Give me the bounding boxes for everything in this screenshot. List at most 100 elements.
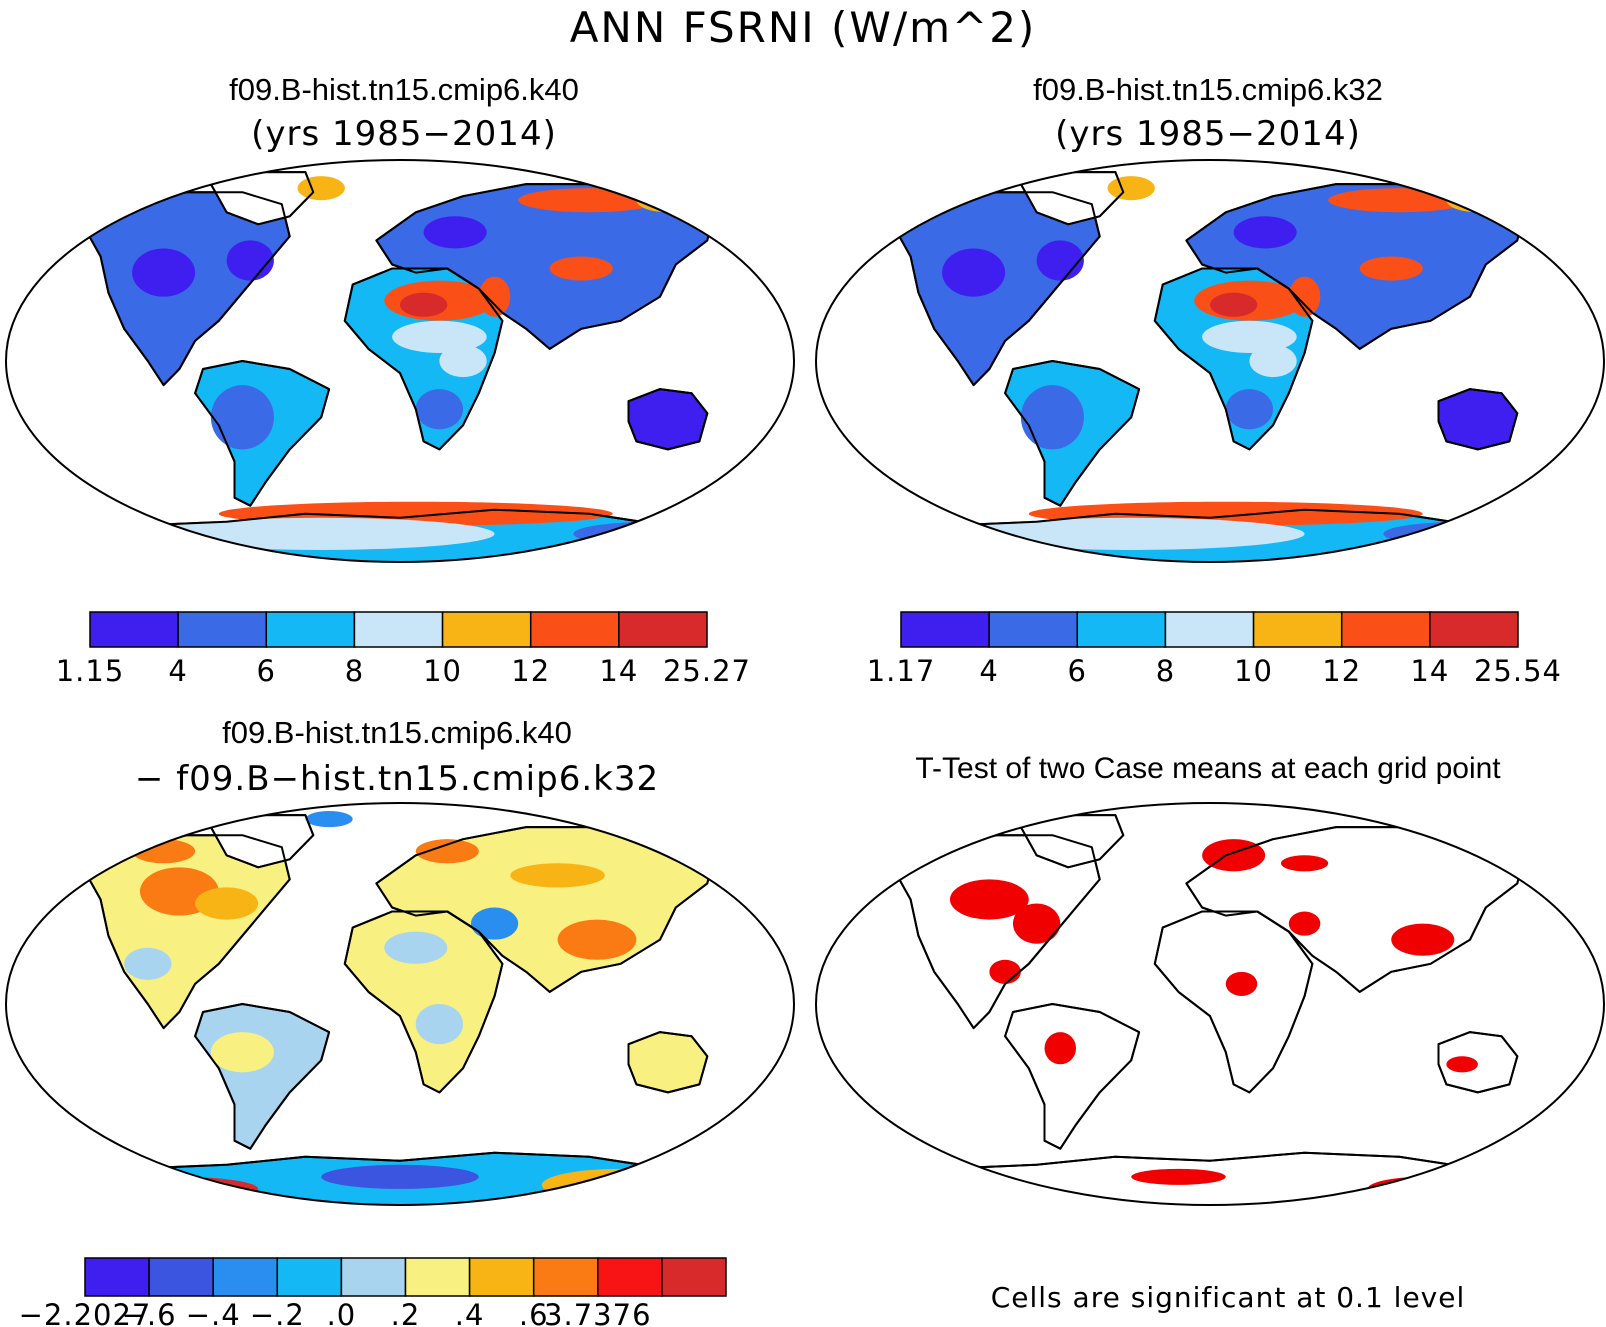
colorbar-1-tick-label: 25.54: [1474, 654, 1562, 688]
coastline-africa: [343, 910, 504, 1094]
field-patch: [321, 1164, 479, 1189]
colorbar-1-tick-label: 12: [1322, 654, 1361, 688]
colorbar-2-swatch: [340, 1257, 407, 1297]
coastline-antarctica: [854, 1151, 1566, 1205]
colorbar-1-swatch: [1429, 611, 1519, 648]
field-patch: [541, 1168, 700, 1201]
colorbar-0-tick-label: 8: [345, 654, 364, 688]
field-patch: [573, 521, 731, 546]
colorbar-2-swatch: [212, 1257, 279, 1297]
field-patch: [415, 389, 464, 430]
field-patch: [1013, 903, 1061, 944]
colorbar-2-swatch: [661, 1257, 727, 1297]
field-patch: [124, 947, 172, 980]
colorbar-2-swatch: [468, 1257, 535, 1297]
map-difference-border: [5, 802, 795, 1206]
coastline-southAmerica: [194, 1003, 331, 1150]
colorbar-0-tick-label: 1.15: [56, 654, 125, 688]
colorbar-0-swatch: [353, 611, 444, 648]
coastline-southAmerica: [1004, 1003, 1141, 1150]
field-patch: [1210, 292, 1258, 317]
field-patch: [1446, 1056, 1478, 1073]
colorbar-2-tick-label: −.6: [122, 1298, 177, 1327]
field-patch: [305, 811, 353, 828]
colorbar-0-tick-label: 6: [257, 654, 276, 688]
colorbar-2-swatch: [597, 1257, 663, 1297]
colorbar-0-tick-label: 4: [168, 654, 187, 688]
colorbar-1-swatch: [1164, 611, 1255, 648]
coastline-australia: [627, 388, 709, 451]
panel1-title: f09.B-hist.tn15.cmip6.k40: [229, 72, 579, 107]
colorbar-1-tick-label: 6: [1068, 654, 1087, 688]
field-patch: [549, 256, 613, 281]
colorbar-0-tick-label: 25.27: [663, 654, 751, 688]
colorbar-0-tick-label: 12: [511, 654, 550, 688]
colorbar-2-tick-label: .2: [391, 1298, 421, 1327]
field-patch: [1233, 216, 1297, 249]
field-patch: [1280, 855, 1329, 872]
colorbar-1-tick-label: 8: [1156, 654, 1175, 688]
colorbar-2-tick-label: .6: [519, 1298, 549, 1327]
colorbar-1-tick-label: 14: [1410, 654, 1449, 688]
field-patch: [1020, 385, 1084, 450]
colorbar-1-tick-label: 10: [1234, 654, 1273, 688]
coastline-northAmerica: [893, 191, 1101, 387]
colorbar-0-swatch: [618, 611, 708, 648]
field-patch: [1391, 923, 1455, 956]
field-patch: [132, 248, 196, 297]
field-patch: [415, 1004, 464, 1045]
coastline-africa: [343, 267, 504, 451]
panel2-subtitle: (yrs 1985−2014): [1055, 114, 1361, 154]
coastline-southAmerica: [194, 360, 331, 507]
field-patch: [1383, 521, 1541, 546]
field-patch: [942, 248, 1006, 297]
field-patch: [557, 919, 637, 960]
field-patch: [989, 959, 1021, 984]
colorbar-2-swatch: [84, 1257, 150, 1297]
colorbar-1-tick-label: 4: [979, 654, 998, 688]
colorbar-1-swatch: [1340, 611, 1431, 648]
field-patch: [470, 907, 519, 940]
colorbar-2-tick-label: .4: [455, 1298, 485, 1327]
coastline-antarctica: [44, 508, 756, 562]
field-patch: [1202, 320, 1297, 353]
coastline-southAmerica: [1004, 360, 1141, 507]
colorbar-2-tick-label: −2.2027: [19, 1298, 152, 1327]
map-ttest: [854, 814, 1566, 1205]
field-patch: [226, 240, 274, 281]
field-patch: [1036, 240, 1084, 281]
colorbar-2-swatch: [276, 1257, 343, 1297]
field-patch: [1107, 176, 1155, 201]
field-patch: [1367, 1176, 1478, 1201]
panel4-title: T-Test of two Case means at each grid po…: [915, 752, 1501, 785]
map-case1: [44, 171, 756, 562]
colorbar-2-swatch: [404, 1257, 471, 1297]
colorbar-0-swatch: [89, 611, 179, 648]
field-patch: [297, 176, 345, 201]
field-patch: [1359, 256, 1423, 281]
map-case1-border: [5, 159, 795, 563]
field-patch: [1225, 971, 1258, 996]
coastline-antarctica: [854, 508, 1566, 562]
coastline-northAmerica: [83, 191, 291, 387]
colorbar-1-tick-label: 1.17: [867, 654, 936, 688]
colorbar-1-swatch: [1252, 611, 1343, 648]
field-patch: [636, 188, 700, 213]
map-case2-border: [815, 159, 1605, 563]
panel3-subtitle: − f09.B−hist.tn15.cmip6.k32: [135, 759, 659, 799]
panel1-subtitle: (yrs 1985−2014): [251, 114, 557, 154]
field-patch: [210, 385, 274, 450]
field-patch: [1225, 389, 1274, 430]
field-patch: [210, 1032, 274, 1073]
continent-southAmerica: [194, 1003, 331, 1150]
colorbar-0-tick-label: 10: [423, 654, 462, 688]
colorbar-2-swatch: [532, 1257, 599, 1297]
coastline-australia: [1437, 1031, 1519, 1094]
field-patch: [1044, 1032, 1077, 1065]
map-ttest-border: [815, 802, 1605, 1206]
field-patch: [1288, 276, 1321, 317]
field-patch: [100, 1176, 259, 1201]
colorbar-0-swatch: [529, 611, 620, 648]
map-difference: [44, 811, 756, 1205]
colorbar-2-tick-label: −.2: [250, 1298, 305, 1327]
